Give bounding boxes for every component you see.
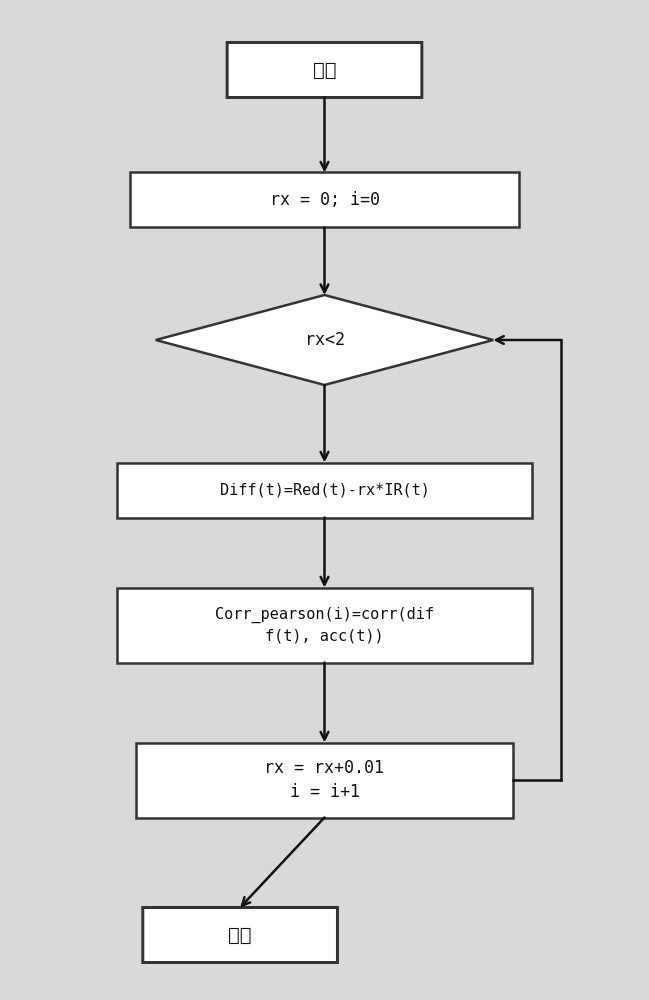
FancyBboxPatch shape xyxy=(227,42,422,97)
Text: rx = 0; i=0: rx = 0; i=0 xyxy=(269,191,380,209)
Text: rx<2: rx<2 xyxy=(304,331,345,349)
Polygon shape xyxy=(156,295,493,385)
Text: Diff(t)=Red(t)-rx*IR(t): Diff(t)=Red(t)-rx*IR(t) xyxy=(219,483,430,497)
Text: 结束: 结束 xyxy=(228,926,252,944)
Text: Corr_pearson(i)=corr(dif
f(t), acc(t)): Corr_pearson(i)=corr(dif f(t), acc(t)) xyxy=(215,607,434,643)
Bar xyxy=(117,587,532,662)
Text: rx = rx+0.01
i = i+1: rx = rx+0.01 i = i+1 xyxy=(265,759,384,801)
Bar xyxy=(117,462,532,518)
Bar xyxy=(136,742,513,818)
FancyBboxPatch shape xyxy=(143,908,337,962)
Text: 开始: 开始 xyxy=(313,60,336,80)
Bar xyxy=(130,172,519,227)
